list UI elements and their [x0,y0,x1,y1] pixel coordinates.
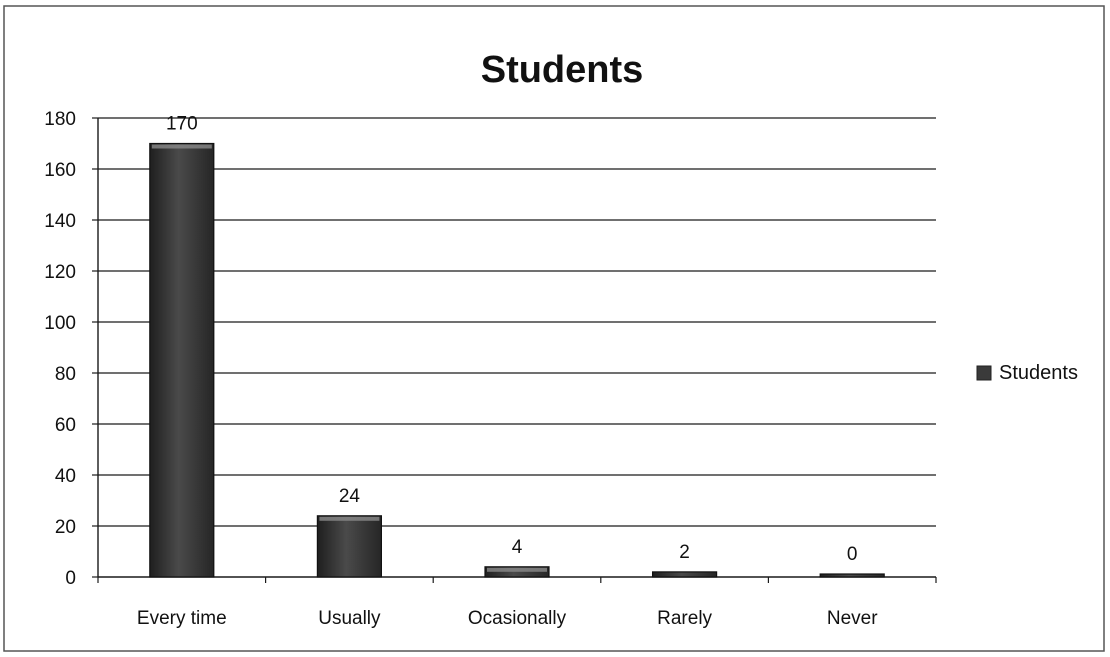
data-label: 2 [679,542,690,563]
y-tick-label: 140 [44,211,76,232]
y-tick-label: 160 [44,160,76,181]
gridlines [98,117,936,527]
data-labels: 170 24 4 2 0 [166,114,858,566]
data-label: 4 [512,537,523,558]
bar-bevel [319,516,380,521]
x-tick-label: Ocasionally [468,608,567,629]
data-label: 24 [339,486,361,507]
data-label: 0 [847,544,858,565]
data-label: 170 [166,114,198,135]
x-tick-label: Rarely [657,608,712,629]
y-tick-label: 40 [55,466,76,487]
legend-swatch [976,365,992,381]
x-tick-label: Never [827,608,878,629]
y-tick-label: 80 [55,364,76,385]
bar-bevel [487,567,547,572]
bar [149,142,215,578]
y-tick-label: 180 [44,109,76,130]
bar [651,571,718,578]
y-tick-label: 100 [44,313,76,334]
x-tick-label: Usually [318,608,381,629]
legend-label: Students [999,362,1078,384]
bars [149,142,885,578]
bar-bevel [151,144,212,149]
chart-title: Students [481,49,644,91]
bar [819,573,885,578]
bar [316,515,382,578]
legend: Students [976,362,1078,384]
x-tick-label: Every time [137,608,227,629]
bar [484,566,550,578]
y-tick-label: 20 [55,517,76,538]
y-tick-label: 120 [44,262,76,283]
y-tick-label: 0 [65,568,76,589]
y-tick-label: 60 [55,415,76,436]
